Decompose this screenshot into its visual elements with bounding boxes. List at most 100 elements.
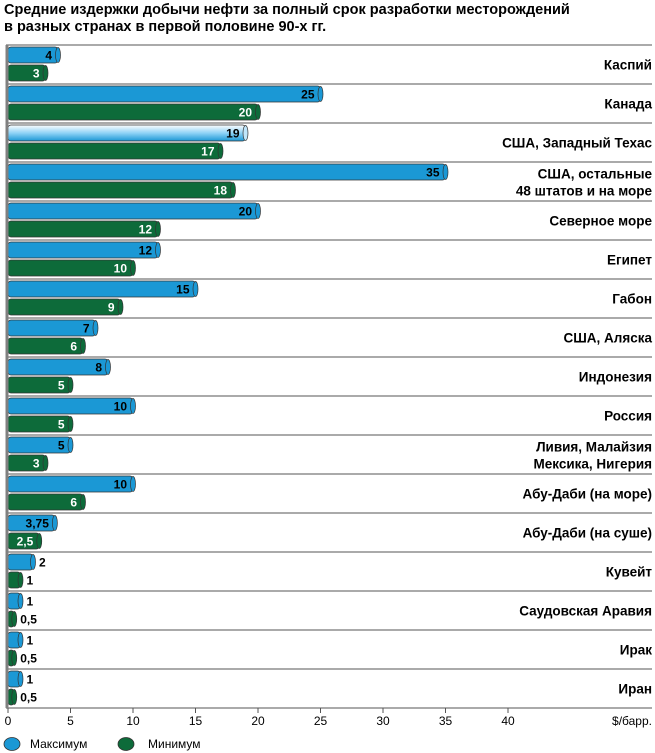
bar-max-cap — [17, 671, 24, 687]
bar-min — [7, 103, 259, 121]
bar-max — [7, 241, 159, 259]
bar-max — [7, 85, 321, 103]
bar-max — [7, 553, 34, 571]
x-tick-label: 40 — [501, 714, 515, 728]
bar-max-cap — [317, 86, 324, 102]
bar-min-label: 5 — [58, 418, 65, 432]
bar-min-cap — [230, 182, 236, 198]
bar-max — [7, 280, 196, 298]
bar-max-cap — [242, 125, 249, 141]
legend-label-min: Минимум — [148, 737, 201, 751]
bar-min-label: 6 — [70, 496, 77, 510]
x-tick-label: 20 — [251, 714, 265, 728]
x-tick-label: 0 — [5, 714, 12, 728]
category-label: США, Западный Техас — [502, 136, 652, 151]
bar-min-cap — [67, 416, 74, 432]
bar-max-label: 3,75 — [26, 517, 50, 531]
bar-max-label: 5 — [58, 439, 65, 453]
bar-max-cap — [155, 242, 161, 258]
bar-max-label: 1 — [27, 673, 34, 687]
bar-min — [7, 454, 46, 472]
chart-title-line2: в разных странах в первой половине 90-х … — [4, 19, 327, 35]
bar-min-label: 18 — [214, 184, 228, 198]
bar-max-label: 8 — [95, 361, 102, 375]
bar-min-cap — [42, 455, 49, 471]
bar-min-cap — [80, 494, 86, 510]
bar-min-cap — [217, 143, 224, 159]
category-label: Ирак — [620, 643, 652, 658]
bar-min-label: 0,5 — [20, 652, 37, 666]
bar-max-cap — [17, 593, 24, 609]
bar-max — [7, 124, 246, 142]
bar-min-cap — [42, 65, 49, 81]
bar-min-label: 5 — [58, 379, 65, 393]
x-tick-label: 15 — [189, 714, 203, 728]
bar-min-cap — [11, 611, 18, 627]
x-tick-label: 25 — [314, 714, 328, 728]
bar-max-cap — [192, 281, 199, 297]
bar-min-label: 9 — [108, 301, 115, 315]
bar-max-cap — [130, 398, 136, 414]
bar-max-label: 35 — [426, 166, 440, 180]
bar-max-cap — [17, 632, 24, 648]
legend-swatch-min — [117, 737, 135, 751]
bar-max — [7, 163, 446, 181]
bar-min-label: 3 — [33, 457, 40, 471]
bar-min — [7, 181, 234, 199]
bar-min — [7, 220, 159, 238]
bar-max-cap — [255, 203, 261, 219]
category-label: Абу-Даби (на море) — [523, 487, 652, 502]
category-label: Индонезия — [579, 370, 652, 385]
bar-max-cap — [105, 359, 111, 375]
bar-min-label: 0,5 — [20, 691, 37, 705]
bar-min-cap — [11, 650, 18, 666]
category-label: Каспий — [604, 58, 652, 73]
category-label: Абу-Даби (на суше) — [523, 526, 652, 541]
bar-min-label: 1 — [27, 574, 34, 588]
chart-title-line1: Средние издержки добычи нефти за полный … — [4, 2, 570, 18]
category-label: Саудовская Аравия — [519, 604, 652, 619]
category-label: Канада — [604, 97, 652, 112]
bar-max-label: 1 — [27, 634, 34, 648]
bar-max-label: 20 — [239, 205, 253, 219]
category-label: Ливия, Малайзия — [536, 440, 652, 455]
bar-max-cap — [130, 476, 136, 492]
bar-max-label: 7 — [83, 322, 90, 336]
bar-min-label: 17 — [201, 145, 215, 159]
bar-min-label: 12 — [139, 223, 153, 237]
bar-min-cap — [255, 104, 261, 120]
bar-max-cap — [67, 437, 74, 453]
bar-max-label: 1 — [27, 595, 34, 609]
bar-max-label: 10 — [114, 478, 128, 492]
bar-min-cap — [155, 221, 161, 237]
bar-max-label: 4 — [45, 49, 52, 63]
bar-min-label: 2,5 — [17, 535, 34, 549]
bar-min — [7, 142, 221, 160]
bar-max-cap — [30, 554, 36, 570]
category-label: Россия — [604, 409, 652, 424]
bar-max-label: 2 — [39, 556, 46, 570]
bar-max-cap — [442, 164, 449, 180]
bar-min-cap — [117, 299, 124, 315]
category-label: Северное море — [549, 214, 652, 229]
bar-min-cap — [67, 377, 74, 393]
bar-min-label: 6 — [70, 340, 77, 354]
x-tick-label: 5 — [67, 714, 74, 728]
bar-max-label: 12 — [139, 244, 153, 258]
bar-max-label: 19 — [226, 127, 240, 141]
x-tick-label: 10 — [126, 714, 140, 728]
bar-min-cap — [11, 689, 18, 705]
category-label: Кувейт — [606, 565, 653, 580]
bar-max-cap — [55, 47, 61, 63]
x-axis: 0 5 10 15 20 25 30 35 40 $/барр. — [5, 45, 652, 728]
category-label: Иран — [618, 682, 652, 697]
row-separators — [6, 44, 652, 709]
bar-min-cap — [36, 533, 43, 549]
bar-min-label: 20 — [239, 106, 253, 120]
chart-title: Средние издержки добычи нефти за полный … — [4, 2, 644, 36]
category-label: Мексика, Нигерия — [533, 457, 652, 472]
bar-min-label: 0,5 — [20, 613, 37, 627]
x-tick-label: 35 — [439, 714, 453, 728]
